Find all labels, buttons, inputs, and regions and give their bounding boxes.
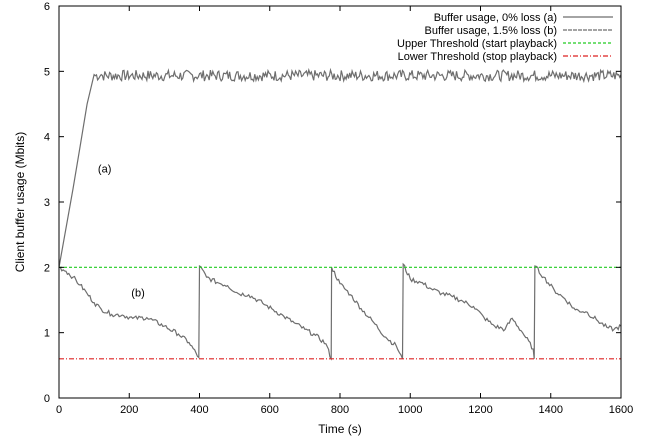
legend-label-4: Lower Threshold (stop playback) (398, 51, 557, 63)
x-tick-label: 400 (190, 404, 208, 416)
x-tick-label: 1000 (398, 404, 422, 416)
y-tick-label: 4 (44, 132, 50, 144)
legend-label-3: Upper Threshold (start playback) (397, 38, 557, 50)
series-1 (58, 67, 622, 268)
y-axis-title: Client buffer usage (Mbits) (13, 132, 27, 273)
annotation-1: (a) (98, 164, 111, 176)
annotation-2: (b) (131, 288, 144, 300)
series-line-1 (58, 67, 622, 268)
x-axis-title: Time (s) (318, 422, 362, 436)
legend-label-1: Buffer usage, 0% loss (a) (434, 12, 557, 24)
y-tick-label: 0 (44, 393, 50, 405)
x-tick-label: 1200 (468, 404, 492, 416)
plot-frame (58, 5, 622, 399)
x-tick-label: 800 (331, 404, 349, 416)
x-tick-label: 0 (56, 404, 62, 416)
x-tick-label: 1600 (609, 404, 633, 416)
y-tick-label: 3 (44, 197, 50, 209)
x-tick-label: 200 (120, 404, 138, 416)
series-line-2 (58, 262, 622, 361)
series-2 (58, 262, 622, 361)
legend-label-2: Buffer usage, 1.5% loss (b) (425, 25, 557, 37)
x-tick-label: 1400 (539, 404, 563, 416)
y-tick-label: 5 (44, 66, 50, 78)
x-tick-label: 600 (261, 404, 279, 416)
y-tick-label: 1 (44, 328, 50, 340)
y-tick-label: 2 (44, 262, 50, 274)
y-tick-label: 6 (44, 1, 50, 13)
